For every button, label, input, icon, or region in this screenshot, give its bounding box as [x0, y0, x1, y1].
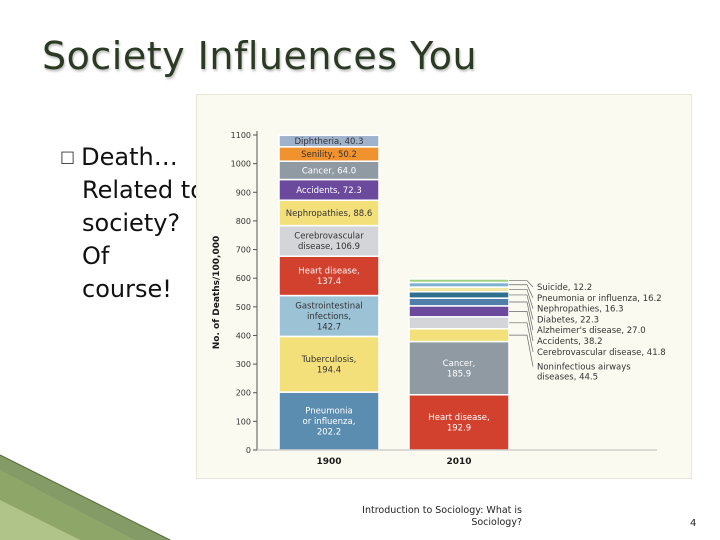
y-tick-label: 300 — [236, 360, 251, 369]
bar-segment — [408, 291, 510, 299]
stacked-bar-chart: 0 100 200 300 400 500 600 700 800 900 1000 1100 No. … — [212, 131, 666, 467]
bar-segment-label: 137.4 — [317, 277, 341, 287]
bar-segment — [278, 134, 380, 148]
y-tick-label: 1000 — [231, 160, 251, 169]
callout-label: Accidents, 38.2 — [537, 337, 602, 347]
bar-segment-label: disease, 106.9 — [298, 242, 360, 252]
callout-label: Suicide, 12.2 — [537, 283, 592, 293]
bar-segment-label: Tuberculosis, — [301, 355, 357, 365]
callout-label: Nephropathies, 16.3 — [537, 305, 624, 315]
bullet-line-1-text: Death… — [81, 143, 178, 171]
bar-segment-label: 185.9 — [447, 369, 471, 379]
callout-leader — [509, 322, 534, 352]
y-tick-label: 200 — [236, 389, 251, 398]
bar-segment — [408, 340, 510, 396]
bullet-line-1: □ Death… — [60, 140, 240, 174]
y-tick-label: 0 — [246, 446, 251, 455]
page-number: 4 — [690, 518, 697, 529]
bar-segment — [278, 255, 380, 297]
y-tick-label: 500 — [236, 303, 251, 312]
bar-segment-label: Pneumonia — [305, 407, 352, 417]
callout-leader — [509, 294, 534, 320]
bar-segment-label: Heart disease, — [298, 267, 359, 277]
bar-segment-label: Gastrointestinal — [295, 301, 362, 311]
y-tick-label: 1100 — [231, 131, 251, 140]
callout-leader — [509, 310, 534, 342]
y-tick-label: 700 — [236, 246, 251, 255]
bullet-text: □ Death… Related to society? Of course! — [60, 140, 240, 306]
bar-segment — [408, 394, 510, 451]
callout-leader — [509, 289, 534, 309]
bar-segment-label: 194.4 — [317, 366, 341, 376]
callout-label: diseases, 44.5 — [537, 373, 598, 383]
callout-leader — [509, 301, 534, 331]
bar-segment-label: Senility, 50.2 — [301, 150, 357, 160]
y-tick-label: 400 — [236, 331, 251, 340]
bar-segment-label: 202.2 — [317, 428, 341, 438]
bullet-marker: □ — [60, 147, 76, 166]
bar-segment — [278, 294, 380, 338]
bar-segment — [278, 224, 380, 257]
deaths-chart: 0 100 200 300 400 500 600 700 800 900 1000 1100 No. … — [197, 95, 691, 478]
footer-text: Introduction to Sociology: What is Socio… — [362, 505, 522, 528]
bar-segment — [408, 278, 510, 284]
bar-segment-label: Cerebrovascular — [294, 232, 364, 242]
bar-segment — [408, 297, 510, 307]
bar-segment-label: Nephropathies, 88.6 — [286, 209, 373, 219]
callout-leader — [509, 284, 534, 298]
x-category-label: 2010 — [446, 457, 471, 467]
bar-segment — [408, 316, 510, 330]
y-tick-label: 100 — [236, 417, 251, 426]
bullet-line-3: society? — [82, 209, 181, 237]
bullet-line-2: Related to — [82, 176, 205, 204]
bullet-line-4: Of — [82, 242, 110, 270]
callout-leader — [509, 280, 534, 288]
callout-label: Cerebrovascular disease, 41.8 — [537, 348, 666, 358]
bar-segment-label: Cancer, 64.0 — [302, 166, 356, 176]
bar-segment — [408, 305, 510, 318]
callout-leader — [509, 334, 534, 367]
bar-segment-label: Heart disease, — [428, 413, 489, 423]
callout-label: Noninfectious airways — [537, 363, 631, 373]
bar-segment-label: infections, — [307, 312, 351, 322]
bar-segment-label: Accidents, 72.3 — [296, 186, 361, 196]
bullet-line-5: course! — [82, 275, 172, 303]
bar-segment-label: or influenza, — [303, 417, 356, 427]
bar-segment — [408, 328, 510, 343]
bar-segment-label: 192.9 — [447, 424, 471, 434]
slide-title: Society Influences You — [42, 34, 478, 78]
bar-segment — [278, 335, 380, 393]
callout-label: Pneumonia or influenza, 16.2 — [537, 294, 662, 304]
y-axis-label: No. of Deaths/100,000 — [212, 236, 222, 350]
callout-label: Alzheimer's disease, 27.0 — [537, 326, 646, 336]
x-category-label: 1900 — [316, 457, 341, 467]
bar-segment-label: Cancer, — [443, 359, 476, 369]
y-tick-label: 800 — [236, 217, 251, 226]
bar-segment-label: Diphtheria, 40.3 — [294, 137, 363, 147]
y-tick-label: 900 — [236, 188, 251, 197]
callout-label: Diabetes, 22.3 — [537, 315, 599, 325]
y-tick-label: 600 — [236, 274, 251, 283]
bar-segment-label: 142.7 — [317, 322, 341, 332]
